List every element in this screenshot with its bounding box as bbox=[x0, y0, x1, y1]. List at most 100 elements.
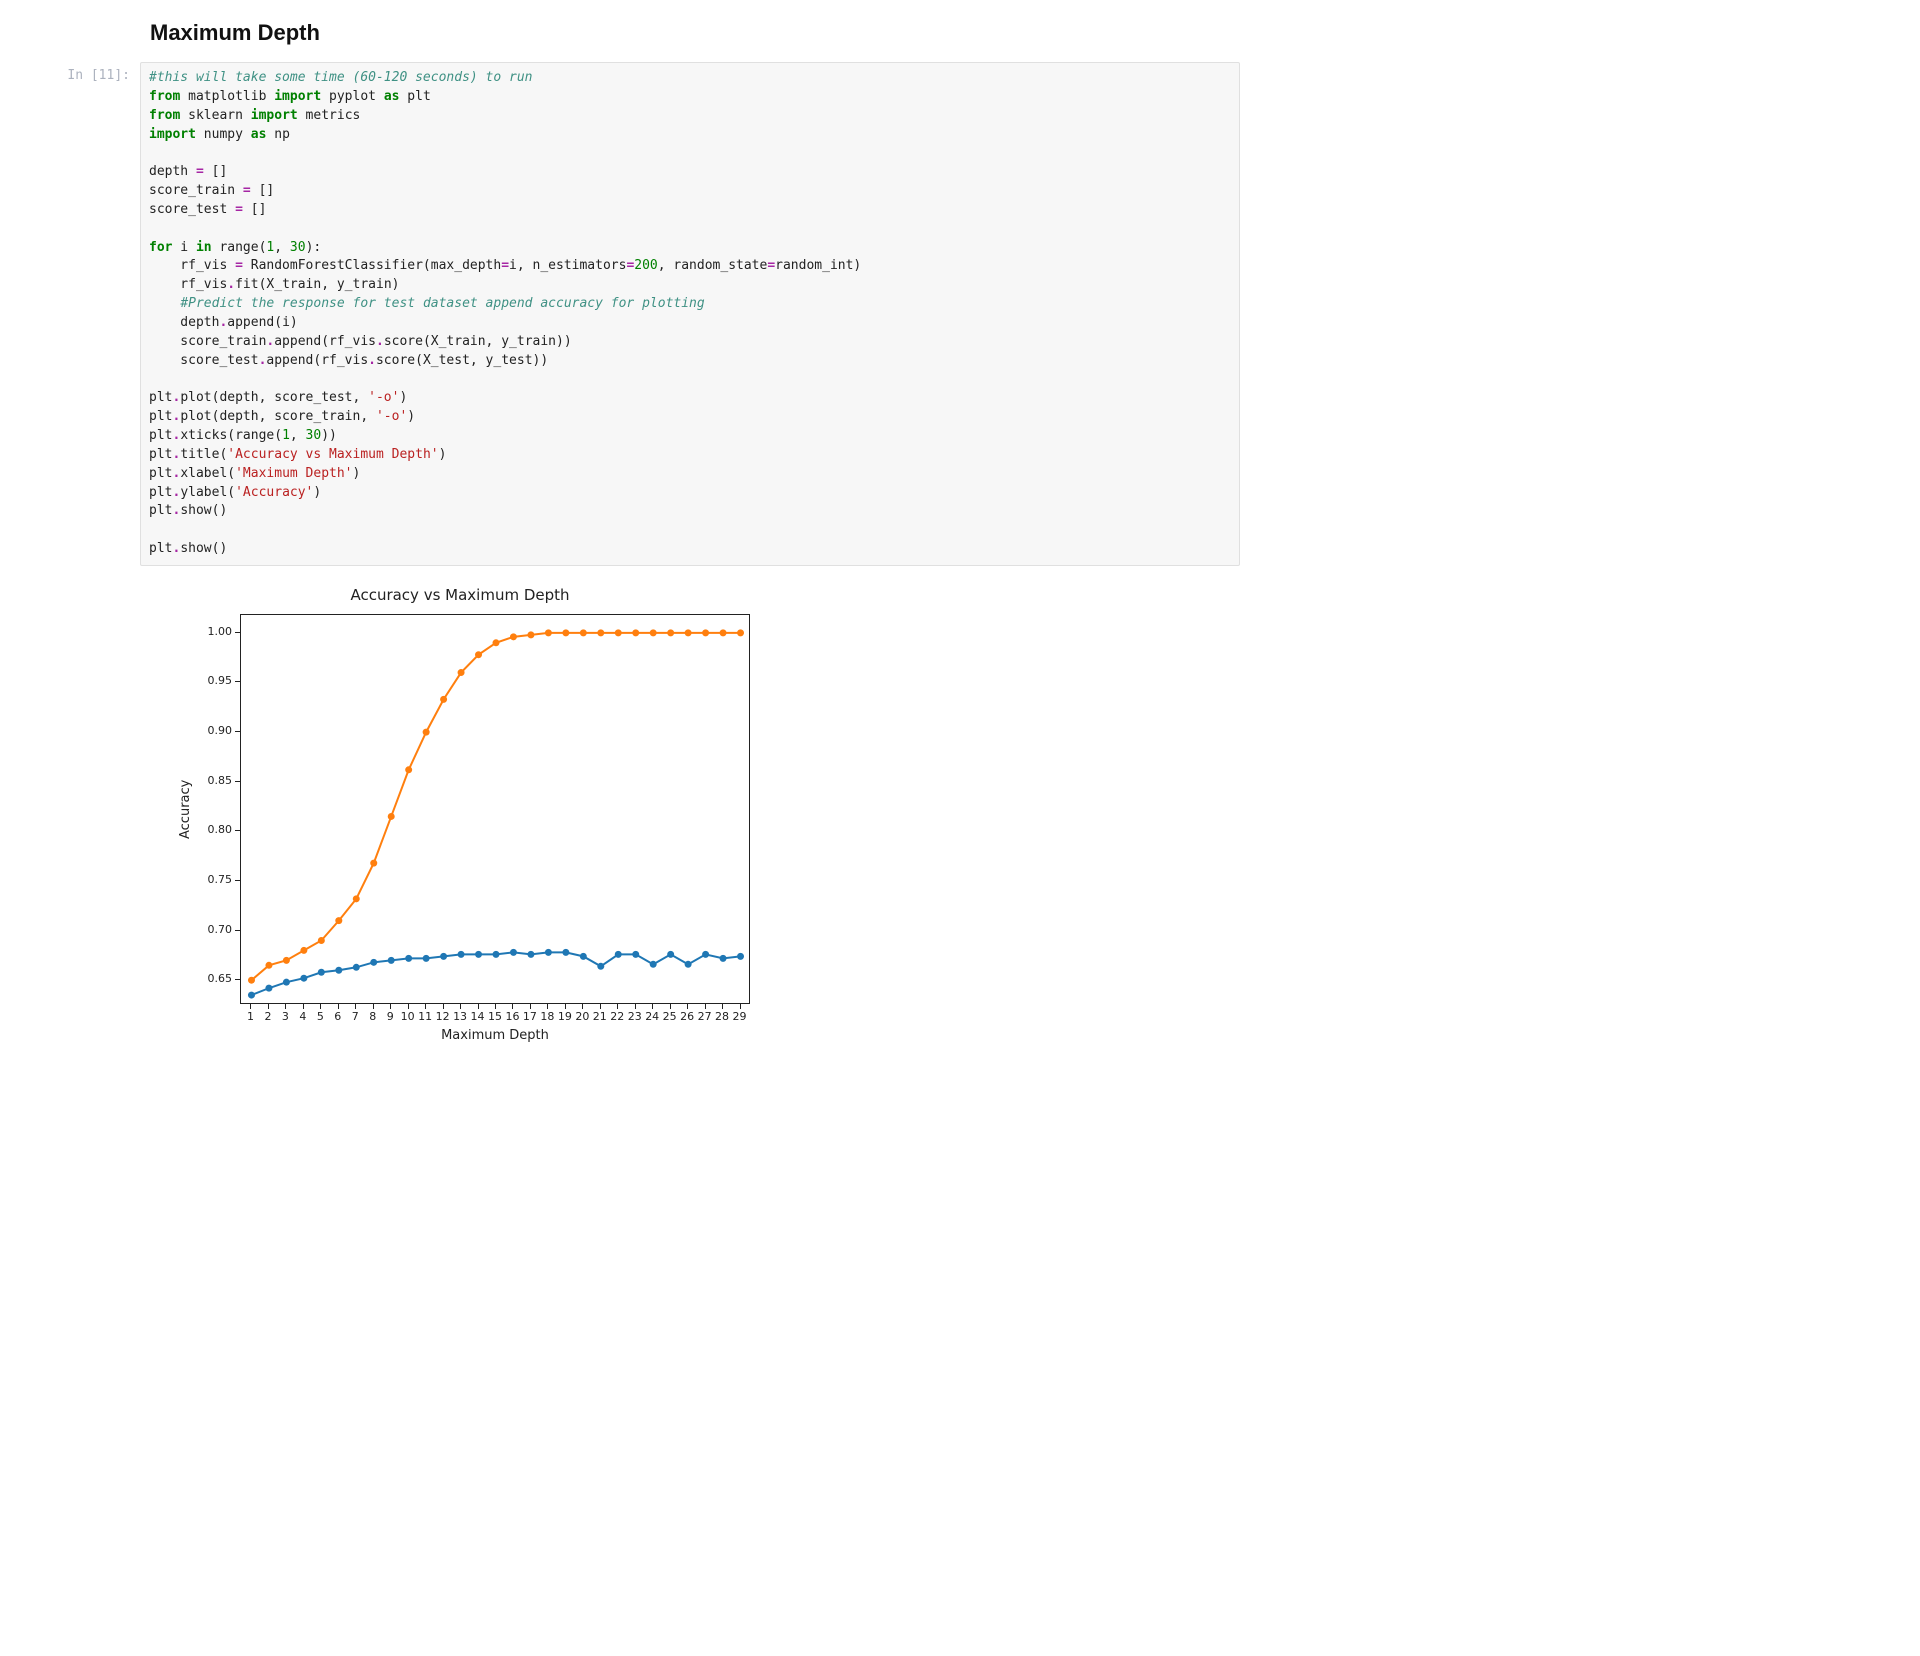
chart-marker-score_test bbox=[720, 955, 727, 962]
chart-marker-score_test bbox=[685, 961, 692, 968]
chart-xtick-label: 26 bbox=[679, 1010, 695, 1023]
chart-ytick bbox=[235, 830, 240, 831]
chart-xtick bbox=[425, 1004, 426, 1009]
chart-marker-score_train bbox=[388, 813, 395, 820]
chart-marker-score_test bbox=[458, 951, 465, 958]
chart-marker-score_train bbox=[318, 937, 325, 944]
chart-xtick bbox=[373, 1004, 374, 1009]
chart-xtick-label: 15 bbox=[487, 1010, 503, 1023]
chart-marker-score_train bbox=[650, 629, 657, 636]
chart-title: Accuracy vs Maximum Depth bbox=[150, 586, 770, 604]
chart-xtick-label: 6 bbox=[330, 1010, 346, 1023]
chart-marker-score_train bbox=[632, 629, 639, 636]
chart-xtick bbox=[460, 1004, 461, 1009]
chart-xtick-label: 28 bbox=[714, 1010, 730, 1023]
chart-xtick bbox=[670, 1004, 671, 1009]
chart-xtick bbox=[617, 1004, 618, 1009]
chart-marker-score_test bbox=[283, 979, 290, 986]
chart-marker-score_test bbox=[405, 955, 412, 962]
chart-xtick-label: 7 bbox=[347, 1010, 363, 1023]
chart-xtick-label: 20 bbox=[574, 1010, 590, 1023]
output-area: Accuracy vs Maximum Depth Accuracy Maxim… bbox=[150, 576, 1240, 1056]
chart-marker-score_train bbox=[667, 629, 674, 636]
chart-marker-score_train bbox=[248, 977, 255, 984]
chart-marker-score_test bbox=[650, 961, 657, 968]
chart-marker-score_train bbox=[493, 639, 500, 646]
chart-ytick bbox=[235, 930, 240, 931]
chart-ytick-label: 0.70 bbox=[192, 923, 232, 936]
chart-ytick-label: 0.95 bbox=[192, 674, 232, 687]
chart-y-axis-label: Accuracy bbox=[178, 780, 193, 839]
chart-marker-score_train bbox=[300, 947, 307, 954]
chart-svg bbox=[241, 615, 751, 1005]
chart-marker-score_train bbox=[265, 962, 272, 969]
chart-xtick bbox=[285, 1004, 286, 1009]
chart-ytick-label: 0.75 bbox=[192, 873, 232, 886]
chart-marker-score_test bbox=[335, 967, 342, 974]
chart-ytick-label: 0.80 bbox=[192, 823, 232, 836]
chart-x-axis-label: Maximum Depth bbox=[240, 1028, 750, 1043]
chart-marker-score_test bbox=[702, 951, 709, 958]
chart-marker-score_test bbox=[737, 953, 744, 960]
chart-xtick-label: 29 bbox=[732, 1010, 748, 1023]
chart-marker-score_test bbox=[493, 951, 500, 958]
chart-xtick-label: 11 bbox=[417, 1010, 433, 1023]
chart-marker-score_test bbox=[632, 951, 639, 958]
chart-xtick bbox=[408, 1004, 409, 1009]
chart-marker-score_test bbox=[545, 949, 552, 956]
chart-xtick bbox=[582, 1004, 583, 1009]
chart-marker-score_train bbox=[335, 917, 342, 924]
chart-xtick-label: 12 bbox=[435, 1010, 451, 1023]
chart-xtick bbox=[600, 1004, 601, 1009]
code-input-area[interactable]: #this will take some time (60-120 second… bbox=[140, 62, 1240, 566]
chart-marker-score_train bbox=[720, 629, 727, 636]
chart-marker-score_test bbox=[353, 964, 360, 971]
chart-marker-score_train bbox=[370, 860, 377, 867]
chart-xtick bbox=[512, 1004, 513, 1009]
chart-xtick-label: 25 bbox=[662, 1010, 678, 1023]
chart-marker-score_test bbox=[527, 951, 534, 958]
accuracy-chart: Accuracy vs Maximum Depth Accuracy Maxim… bbox=[150, 586, 770, 1056]
chart-xtick bbox=[303, 1004, 304, 1009]
chart-xtick-label: 22 bbox=[609, 1010, 625, 1023]
chart-marker-score_test bbox=[423, 955, 430, 962]
chart-marker-score_train bbox=[685, 629, 692, 636]
chart-xtick bbox=[495, 1004, 496, 1009]
chart-xtick-label: 9 bbox=[382, 1010, 398, 1023]
chart-marker-score_train bbox=[405, 766, 412, 773]
chart-xtick-label: 1 bbox=[242, 1010, 258, 1023]
chart-xtick-label: 4 bbox=[295, 1010, 311, 1023]
chart-xtick-label: 18 bbox=[539, 1010, 555, 1023]
chart-marker-score_train bbox=[597, 629, 604, 636]
chart-marker-score_train bbox=[283, 957, 290, 964]
chart-marker-score_train bbox=[423, 729, 430, 736]
chart-ytick bbox=[235, 781, 240, 782]
chart-marker-score_test bbox=[475, 951, 482, 958]
chart-ytick-label: 0.65 bbox=[192, 972, 232, 985]
chart-marker-score_train bbox=[580, 629, 587, 636]
chart-ytick-label: 1.00 bbox=[192, 625, 232, 638]
chart-marker-score_train bbox=[615, 629, 622, 636]
chart-marker-score_test bbox=[440, 953, 447, 960]
chart-marker-score_test bbox=[265, 985, 272, 992]
chart-xtick-label: 5 bbox=[312, 1010, 328, 1023]
cell-prompt: In [11]: bbox=[40, 62, 140, 83]
chart-marker-score_train bbox=[353, 895, 360, 902]
chart-xtick-label: 14 bbox=[470, 1010, 486, 1023]
chart-marker-score_test bbox=[510, 949, 517, 956]
code-block[interactable]: #this will take some time (60-120 second… bbox=[149, 69, 1231, 559]
chart-marker-score_test bbox=[318, 969, 325, 976]
chart-ytick bbox=[235, 880, 240, 881]
chart-xtick bbox=[687, 1004, 688, 1009]
chart-marker-score_test bbox=[597, 963, 604, 970]
chart-ytick bbox=[235, 731, 240, 732]
chart-xtick-label: 19 bbox=[557, 1010, 573, 1023]
chart-xtick bbox=[355, 1004, 356, 1009]
chart-marker-score_train bbox=[545, 629, 552, 636]
chart-xtick-label: 16 bbox=[504, 1010, 520, 1023]
chart-xtick bbox=[652, 1004, 653, 1009]
chart-xtick-label: 17 bbox=[522, 1010, 538, 1023]
chart-marker-score_train bbox=[737, 629, 744, 636]
chart-marker-score_test bbox=[580, 953, 587, 960]
chart-marker-score_test bbox=[562, 949, 569, 956]
